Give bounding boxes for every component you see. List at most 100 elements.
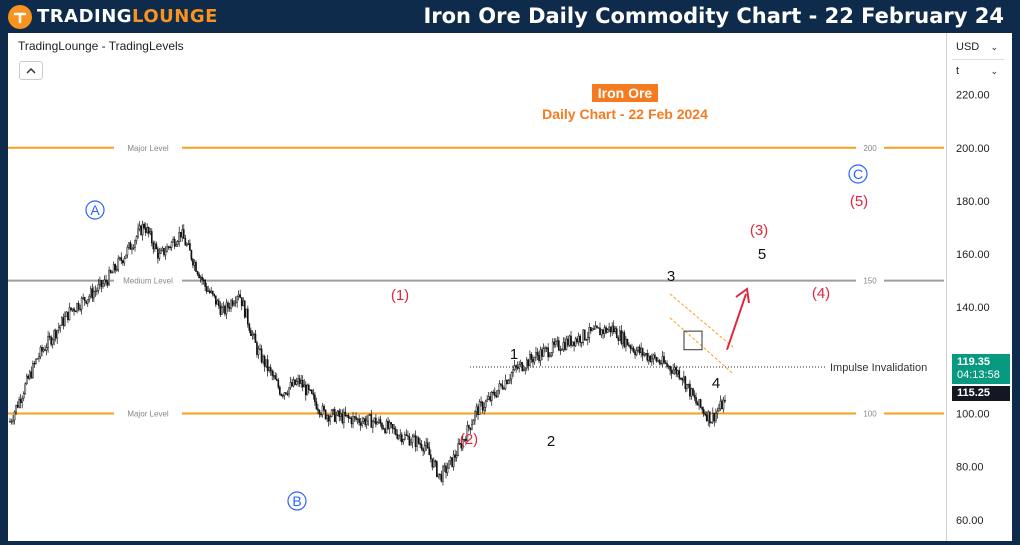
candle-body [533,356,536,363]
candle-body [65,311,68,317]
candle-body [722,399,725,410]
candle-body [338,410,341,417]
candle-body [181,229,184,238]
candle-body [506,379,508,385]
wave-label: (5) [850,193,868,210]
candle-body [210,290,213,293]
candle-body [173,238,176,247]
candle-body [372,421,374,428]
invalidation-label: Impulse Invalidation [830,362,927,374]
candle-body [710,421,713,424]
candle-body [391,424,394,429]
candle-body [352,416,354,425]
candle-body [99,280,101,285]
candle-body [324,409,327,420]
candle-body [44,349,46,351]
candle-body [422,448,424,452]
level-right-label: 150 [863,277,877,286]
candle-body [699,399,702,408]
candle-body [449,457,452,461]
candle-body [115,269,118,271]
candle-body [349,417,351,419]
candle-body [213,293,216,297]
candle-body [715,412,717,422]
candle-body [62,317,65,326]
candle-body [724,399,726,402]
candle-body [625,338,627,347]
price-chart[interactable]: Iron Ore Daily Chart - 22 Feb 2024 60.00 80… [8,33,1012,541]
candle-body [143,223,145,229]
candle-body [323,405,325,411]
candle-body [347,414,350,419]
candle-body [108,270,110,286]
unit-select[interactable]: t ⌄ [952,61,1002,81]
candle-body [117,258,120,271]
candle-body [364,418,367,426]
candle-body [247,308,249,325]
candle-body [617,337,620,341]
currency-select[interactable]: USD ⌄ [952,37,1002,57]
candle-body [704,413,707,416]
candle-body [370,414,373,428]
candle-body [36,358,39,360]
candle-body [696,402,699,406]
candle-body [266,359,269,372]
candle-body [10,421,13,423]
candle-body [423,445,426,452]
candle-body [307,384,310,391]
candle-body [160,249,162,254]
candle-body [344,411,347,417]
candle-body [567,338,569,346]
candle-body [279,387,281,395]
logo-wordmark: TRADINGLOUNGE [37,6,218,27]
candle-body [556,340,559,342]
candle-body [436,461,438,477]
candle-body [94,290,97,293]
chevron-down-icon: ⌄ [990,41,998,52]
candle-body [480,401,482,403]
candle-body [275,378,278,381]
candle-body [448,460,450,469]
candle-body [326,415,328,420]
candle-body [204,280,206,287]
candle-body [294,379,296,385]
collapse-button[interactable] [19,61,43,80]
candle-body [657,360,659,362]
candle-body [329,416,331,422]
candle-body [382,428,385,430]
candle-body [155,243,158,250]
candle-body [420,444,423,450]
candle-body [175,244,177,247]
wave-label-circle [287,491,307,511]
candle-body [237,294,240,297]
candle-body [111,272,113,274]
low-price-value: 115.25 [957,387,991,399]
candle-body [303,384,306,388]
candle-body [314,394,316,403]
candle-body [407,435,409,437]
candle-body [100,280,103,287]
candle-body [356,418,359,420]
candle-body [396,434,399,439]
candle-body [594,325,597,330]
candle-body [330,409,333,417]
candle-body [410,442,412,446]
candle-body [73,308,75,312]
candle-body [390,422,392,425]
candle-body [498,383,501,391]
level-right-label: 100 [863,410,877,419]
candle-body [74,310,77,313]
candle-body [71,308,74,311]
chart-panel[interactable]: TradingLounge - TradingLevels Iron Ore Da… [8,33,1012,541]
candle-body [353,416,356,418]
candle-body [268,367,270,372]
candle-body [693,394,696,398]
candle-body [157,248,159,259]
candle-body [678,370,681,379]
candle-body [640,348,642,354]
candle-body [327,415,330,422]
candle-body [311,389,313,394]
candle-body [35,358,37,364]
candle-body [641,348,644,356]
candle-body [250,330,252,336]
